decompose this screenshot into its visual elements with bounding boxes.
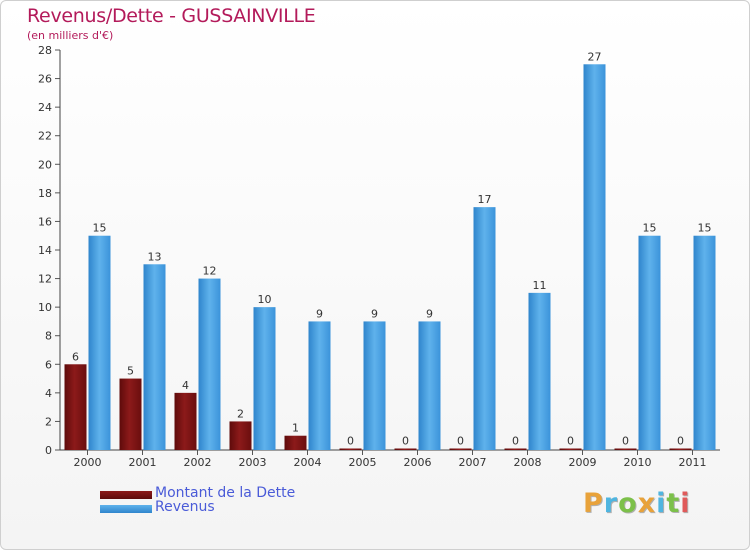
bar-dette: [449, 448, 472, 450]
y-tick-label: 8: [45, 330, 52, 343]
x-tick-label: 2005: [349, 456, 377, 469]
data-label-revenus: 9: [371, 307, 378, 320]
logo-letter: o: [618, 488, 638, 519]
x-tick-label: 2009: [569, 456, 597, 469]
data-label-revenus: 17: [478, 193, 492, 206]
logo-letter: i: [656, 488, 667, 519]
bar-revenus: [308, 321, 331, 450]
bar-revenus: [253, 307, 276, 450]
data-label-revenus: 15: [93, 222, 107, 235]
data-label-dette: 1: [292, 422, 299, 435]
y-tick-label: 28: [38, 44, 52, 57]
y-tick-label: 16: [38, 215, 52, 228]
x-tick-label: 2008: [514, 456, 542, 469]
y-tick-label: 4: [45, 387, 52, 400]
legend-label-dette: Montant de la Dette: [155, 485, 296, 501]
bar-dette: [669, 448, 692, 450]
bar-dette: [394, 448, 417, 450]
bar-revenus: [198, 278, 221, 450]
data-label-revenus: 11: [533, 279, 547, 292]
legend-label-revenus: Revenus: [155, 499, 215, 515]
bar-revenus: [88, 235, 111, 450]
x-tick-label: 2006: [404, 456, 432, 469]
x-tick-label: 2003: [239, 456, 267, 469]
bar-dette: [614, 448, 637, 450]
x-tick-label: 2001: [129, 456, 157, 469]
bar-revenus: [363, 321, 386, 450]
data-label-dette: 0: [347, 435, 354, 448]
data-label-revenus: 15: [698, 222, 712, 235]
legend-swatch-revenus: [100, 505, 152, 513]
data-label-dette: 0: [457, 435, 464, 448]
bar-dette: [174, 392, 197, 450]
y-tick-label: 12: [38, 273, 52, 286]
data-label-revenus: 13: [148, 250, 162, 263]
y-tick-label: 26: [38, 73, 52, 86]
data-label-revenus: 10: [258, 293, 272, 306]
data-label-revenus: 12: [203, 265, 217, 278]
bar-revenus: [418, 321, 441, 450]
data-label-dette: 5: [127, 365, 134, 378]
y-tick-label: 24: [38, 101, 52, 114]
bar-revenus: [693, 235, 716, 450]
x-tick-label: 2011: [679, 456, 707, 469]
bar-revenus: [528, 292, 551, 450]
data-label-dette: 0: [512, 435, 519, 448]
x-tick-label: 2004: [294, 456, 322, 469]
data-label-dette: 0: [402, 435, 409, 448]
logo-letter: x: [637, 488, 657, 519]
data-label-revenus: 27: [588, 50, 602, 63]
x-tick-label: 2007: [459, 456, 487, 469]
chart-title: Revenus/Dette - GUSSAINVILLE: [27, 5, 316, 27]
chart-subtitle: (en milliers d'€): [27, 29, 114, 42]
logo-letter: i: [680, 488, 691, 519]
data-label-dette: 2: [237, 407, 244, 420]
bar-dette: [284, 435, 307, 450]
data-label-dette: 0: [567, 435, 574, 448]
logo-letter: P: [583, 488, 604, 519]
bar-dette: [64, 364, 87, 450]
bar-dette: [504, 448, 527, 450]
y-tick-label: 10: [38, 301, 52, 314]
y-tick-label: 20: [38, 158, 52, 171]
x-tick-label: 2002: [184, 456, 212, 469]
logo-letter: t: [666, 488, 681, 519]
legend-swatch-dette: [100, 491, 152, 499]
data-label-dette: 4: [182, 379, 189, 392]
logo-letter: r: [603, 488, 619, 519]
bar-dette: [229, 421, 252, 450]
data-label-revenus: 9: [316, 307, 323, 320]
bar-revenus: [638, 235, 661, 450]
y-tick-label: 0: [45, 444, 52, 457]
data-label-dette: 6: [72, 350, 79, 363]
bar-dette: [119, 378, 142, 450]
y-tick-label: 14: [38, 244, 52, 257]
data-label-dette: 0: [677, 435, 684, 448]
y-tick-label: 6: [45, 358, 52, 371]
data-label-revenus: 15: [643, 222, 657, 235]
data-label-revenus: 9: [426, 307, 433, 320]
x-tick-label: 2010: [624, 456, 652, 469]
x-tick-label: 2000: [74, 456, 102, 469]
y-tick-label: 18: [38, 187, 52, 200]
bar-revenus: [583, 64, 606, 451]
data-label-dette: 0: [622, 435, 629, 448]
bar-dette: [559, 448, 582, 450]
bar-revenus: [473, 207, 496, 450]
bar-revenus: [143, 264, 166, 450]
bar-dette: [339, 448, 362, 450]
proxiti-logo: Proxiti: [583, 488, 691, 519]
y-tick-label: 22: [38, 130, 52, 143]
y-tick-label: 2: [45, 415, 52, 428]
